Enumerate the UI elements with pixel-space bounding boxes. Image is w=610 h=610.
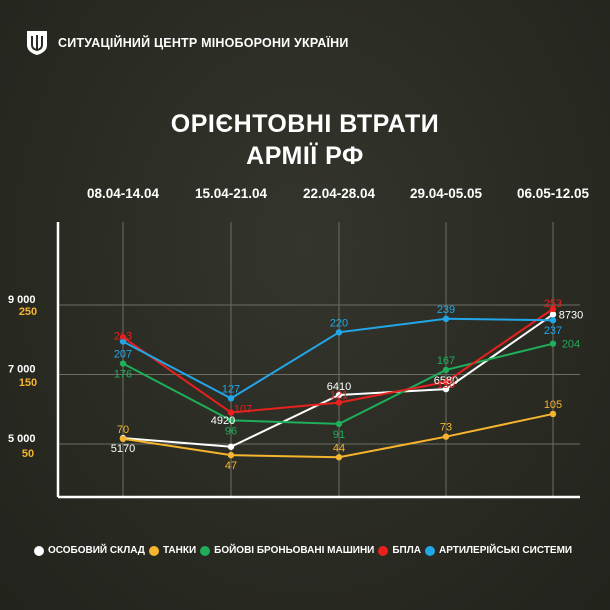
x-tick-label: 15.04-21.04	[195, 186, 268, 201]
data-point	[442, 315, 450, 323]
legend-item: АРТИЛЕРІЙСЬКІ СИСТЕМИ	[424, 545, 573, 556]
data-label: 91	[333, 429, 345, 441]
data-label: 70	[117, 424, 129, 436]
data-point	[119, 338, 127, 345]
data-point	[549, 311, 557, 318]
legend-label: ОСОБОВИЙ СКЛАД	[48, 545, 145, 556]
legend-label: ТАНКИ	[162, 545, 197, 556]
trident-emblem-icon	[27, 31, 47, 55]
x-tick-label: 29.04-05.05	[410, 186, 483, 201]
data-label: 176	[114, 369, 132, 381]
data-point	[442, 385, 450, 393]
legend-label: БПЛА	[392, 545, 421, 556]
legend-dot-icon	[424, 545, 435, 556]
legend-item: БОЙОВІ БРОНЬОВАНІ МАШИНИ	[200, 545, 374, 556]
data-label: 204	[562, 339, 580, 351]
y-tick-label-personnel: 5 000	[8, 433, 36, 445]
data-point	[549, 340, 557, 347]
data-point	[335, 420, 343, 428]
data-point	[227, 395, 235, 402]
chart-legend: ОСОБОВИЙ СКЛАД ТАНКИ БОЙОВІ БРОНЬОВАНІ МАШ…	[34, 545, 576, 556]
header: СИТУАЦІЙНИЙ ЦЕНТР МІНОБОРОНИ УКРАЇНИ	[26, 30, 349, 56]
data-point	[442, 366, 450, 374]
legend-item: ОСОБОВИЙ СКЛАД	[34, 545, 145, 556]
data-label: 47	[225, 460, 237, 472]
data-label: 220	[330, 317, 348, 329]
data-label: 107	[234, 404, 252, 416]
legend-label: АРТИЛЕРІЙСЬКІ СИСТЕМИ	[438, 545, 573, 556]
legend-dot-icon	[34, 545, 44, 556]
x-tick-label: 08.04-14.04	[87, 186, 160, 201]
y-tick-label-equipment: 150	[19, 377, 37, 389]
data-point	[119, 435, 127, 442]
y-tick-label-personnel: 9 000	[8, 294, 36, 306]
legend-dot-icon	[200, 545, 211, 556]
org-name: СИТУАЦІЙНИЙ ЦЕНТР МІНОБОРОНИ УКРАЇНИ	[58, 36, 349, 50]
x-tick-label: 06.05-12.05	[517, 186, 590, 201]
data-label: 167	[437, 355, 455, 367]
page-title: ОРІЄНТОВНІ ВТРАТИ АРМІЇ РФ	[0, 108, 610, 172]
y-tick-label-equipment: 50	[22, 448, 34, 460]
legend-dot-icon	[148, 545, 159, 556]
data-point	[335, 329, 343, 336]
data-label: 8730	[559, 309, 583, 321]
y-tick-label-equipment: 250	[19, 306, 37, 318]
title-line-1: ОРІЄНТОВНІ ВТРАТИ	[170, 110, 440, 138]
data-point	[442, 378, 450, 386]
data-label: 105	[544, 399, 562, 411]
data-point	[227, 451, 235, 459]
data-label: 6580	[434, 375, 458, 387]
data-label: 237	[544, 325, 562, 337]
legend-dot-icon	[378, 545, 389, 556]
data-label: 5170	[111, 443, 135, 455]
title-line-2: АРМІЇ РФ	[246, 142, 364, 170]
data-label: 96	[225, 425, 237, 437]
data-point	[227, 409, 235, 416]
data-point	[335, 391, 343, 399]
data-point	[549, 317, 557, 324]
data-point	[549, 410, 557, 418]
data-point	[227, 417, 235, 424]
legend-item: ТАНКИ	[148, 545, 197, 556]
data-point	[442, 433, 450, 440]
legend-label: БОЙОВІ БРОНЬОВАНІ МАШИНИ	[214, 545, 375, 556]
data-label: 213	[114, 330, 132, 342]
data-point	[119, 360, 127, 367]
data-label: 4920	[211, 415, 235, 427]
data-label: 253	[544, 298, 562, 310]
data-label: 44	[333, 442, 345, 454]
x-tick-label: 22.04-28.04	[303, 186, 376, 201]
legend-item: БПЛА	[378, 545, 421, 556]
y-tick-label-personnel: 7 000	[8, 364, 36, 376]
data-point	[335, 454, 343, 461]
data-point	[227, 443, 235, 450]
data-point	[335, 399, 343, 406]
data-label: 239	[437, 304, 455, 316]
data-label: 207	[114, 349, 132, 361]
data-point	[549, 305, 557, 313]
data-label: 150	[437, 379, 455, 391]
data-label: 121	[330, 390, 348, 402]
data-label: 73	[440, 422, 452, 434]
data-label: 127	[222, 383, 240, 395]
data-label: 6410	[327, 381, 351, 393]
